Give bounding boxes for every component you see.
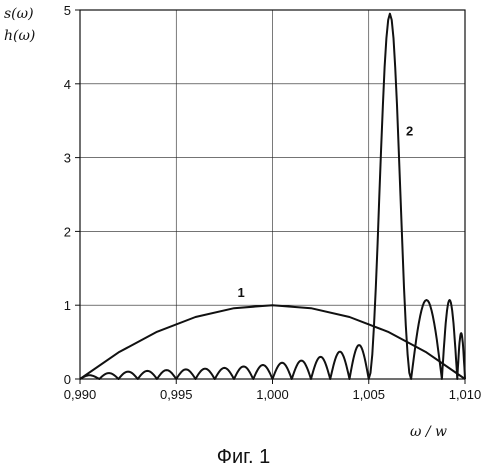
x-tick-label: 0,995 xyxy=(160,387,193,402)
x-tick-label: 0,990 xyxy=(64,387,97,402)
y-tick-label: 1 xyxy=(64,298,71,313)
x-tick-label: 1,005 xyxy=(352,387,385,402)
x-tick-label: 1,000 xyxy=(256,387,289,402)
y-axis-label-s: s(ω) xyxy=(4,6,34,22)
series-2-label: 2 xyxy=(406,123,413,138)
y-tick-label: 2 xyxy=(64,224,71,239)
chart: 0123450,9900,9951,0001,0051,010 12 s(ω) … xyxy=(0,0,487,440)
label-layer: 12 xyxy=(238,123,414,300)
grid-layer xyxy=(80,10,465,379)
x-tick-label: 1,010 xyxy=(449,387,482,402)
y-tick-label: 4 xyxy=(64,77,71,92)
x-axis-label: ω / w xyxy=(410,424,447,440)
y-tick-label: 3 xyxy=(64,151,71,166)
y-tick-label: 5 xyxy=(64,3,71,18)
series-1-label: 1 xyxy=(238,285,245,300)
y-tick-label: 0 xyxy=(64,372,71,387)
y-axis-label-h: h(ω) xyxy=(4,28,35,44)
figure-caption: Фиг. 1 xyxy=(0,446,487,469)
